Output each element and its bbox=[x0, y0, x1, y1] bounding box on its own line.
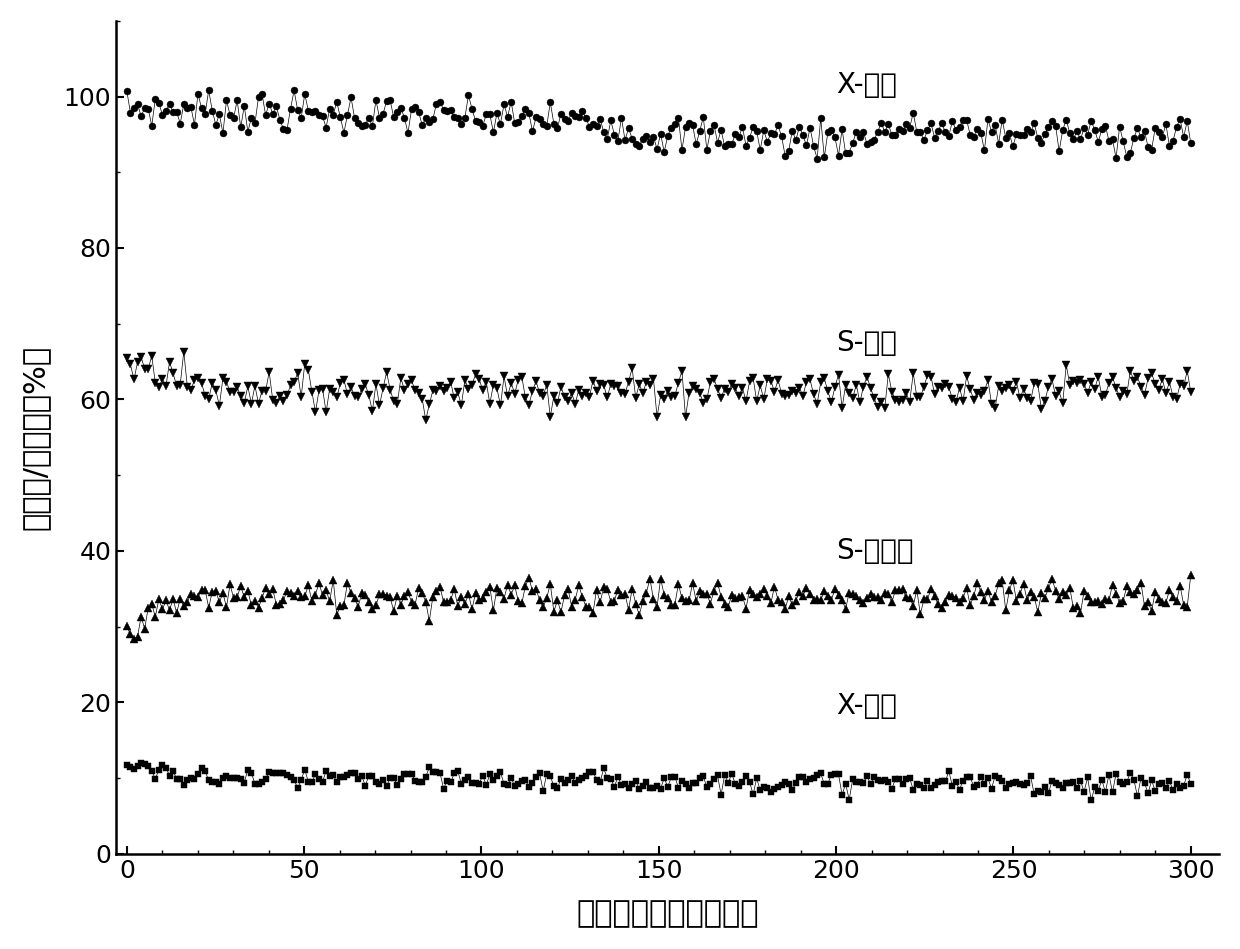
X-axis label: 连续实验时间（小时）: 连续实验时间（小时） bbox=[577, 899, 759, 928]
Text: S-乙苯: S-乙苯 bbox=[836, 328, 897, 357]
Y-axis label: 转化率/选择性（%）: 转化率/选择性（%） bbox=[21, 344, 50, 530]
Text: X-甲苯: X-甲苯 bbox=[836, 692, 897, 720]
Text: X-甲醇: X-甲醇 bbox=[836, 71, 897, 100]
Text: S-苯乙烯: S-苯乙烯 bbox=[836, 537, 914, 565]
